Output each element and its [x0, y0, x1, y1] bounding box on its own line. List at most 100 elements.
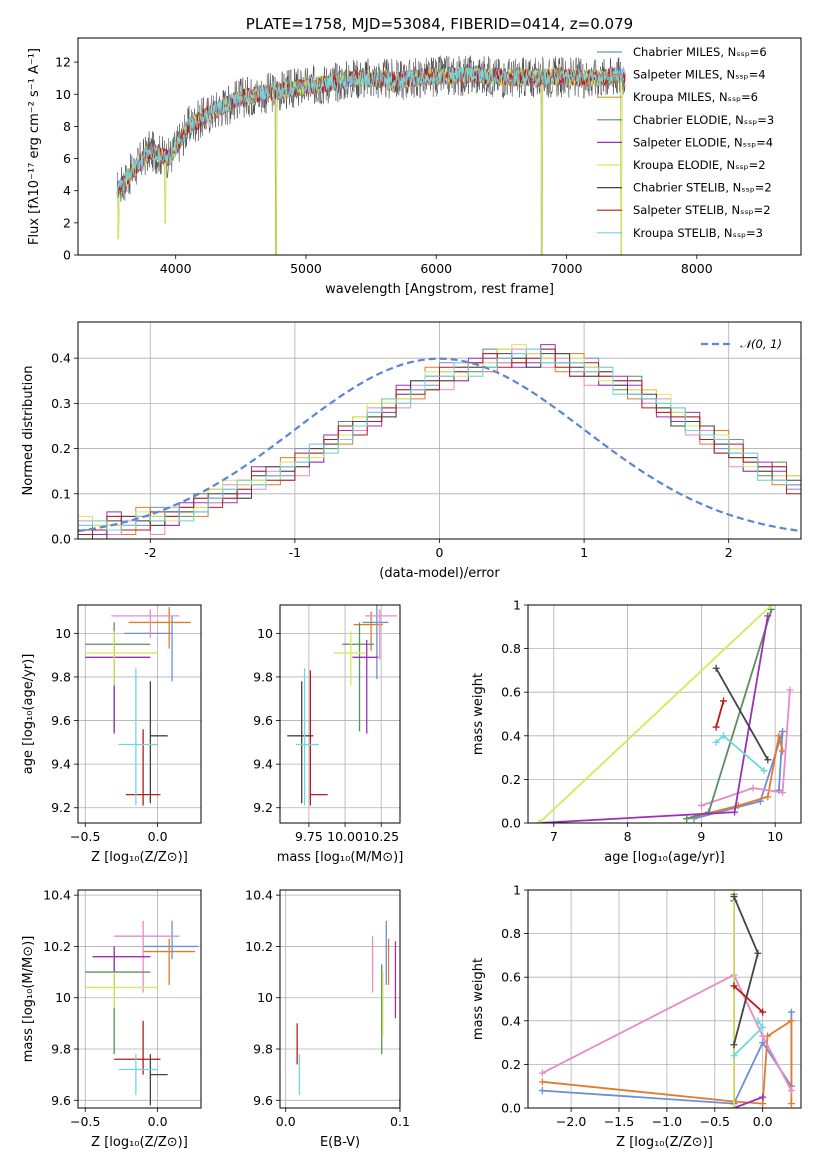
y-tick-label: 0.2 — [501, 1057, 521, 1072]
y-tick-label: 0.0 — [501, 816, 521, 831]
weight-series-line — [538, 605, 773, 823]
y-tick-label: 9.4 — [51, 757, 71, 772]
histogram-step — [78, 348, 801, 535]
x-tick-label: 8000 — [681, 261, 713, 276]
y-tick-label: 0.4 — [501, 728, 521, 743]
weight-point-marker — [759, 1100, 767, 1108]
histogram-step — [78, 348, 801, 531]
legend-entry: 𝒩(0, 1) — [740, 337, 782, 351]
legend-entry: Chabrier STELIB, Nₛₛₚ=2 — [633, 181, 772, 195]
weight-point-marker — [779, 788, 787, 796]
y-tick-label: 10 — [257, 626, 273, 641]
legend-entry: Salpeter MILES, Nₛₛₚ=4 — [633, 68, 766, 82]
legend-entry: Kroupa STELIB, Nₛₛₚ=3 — [633, 226, 763, 240]
errorbar-point — [111, 609, 180, 638]
weight-series-line — [686, 609, 773, 820]
y-tick-label: 9.6 — [253, 1093, 273, 1108]
x-axis-label: wavelength [Angstrom, rest frame] — [325, 282, 554, 297]
weight-point-marker — [730, 890, 738, 894]
y-tick-label: 4 — [63, 183, 71, 198]
x-axis-label: Z [log₁₀(Z/Z⊙)] — [91, 1135, 188, 1150]
y-tick-label: 6 — [63, 151, 71, 166]
x-tick-label: 0.0 — [753, 1114, 773, 1129]
x-tick-label: −2.0 — [556, 1114, 586, 1129]
spectrum-axes: 4000 5000 6000 7000 8000 0 2 4 6 8 10 12 wavelength … — [27, 15, 713, 297]
weight-point-marker — [759, 1032, 767, 1040]
y-tick-label: 9.6 — [51, 1093, 71, 1108]
errorbar-point — [118, 1054, 158, 1096]
weight-point-marker — [731, 808, 739, 816]
y-tick-label: 8 — [63, 119, 71, 134]
x-tick-label: 0.1 — [390, 1114, 410, 1129]
weight-point-marker — [764, 612, 772, 620]
weight-series-line — [541, 973, 793, 1092]
axes-frame — [77, 889, 202, 1109]
x-tick-label: 6000 — [420, 261, 452, 276]
normal-curve — [78, 357, 801, 533]
weight-point-marker — [720, 697, 728, 705]
weight-point-marker — [720, 732, 728, 740]
weight-point-marker — [787, 1087, 795, 1095]
axes-frame — [77, 37, 802, 256]
weight-point-marker — [764, 793, 772, 801]
errorbar-point — [365, 609, 398, 660]
y-tick-label: 0 — [63, 248, 71, 263]
y-tick-label: 10.4 — [245, 888, 273, 903]
axes-frame — [527, 889, 802, 1109]
weight-point-marker — [730, 982, 738, 990]
errorbar-point — [352, 639, 379, 734]
x-tick-label: 7 — [550, 829, 558, 844]
weight-point-marker — [730, 1052, 738, 1060]
x-tick-label: 0 — [436, 545, 444, 560]
x-tick-label: 0.0 — [276, 1114, 296, 1129]
errorbar-point — [114, 1020, 161, 1075]
weight-point-marker — [775, 732, 783, 740]
errorbar-point — [92, 946, 151, 988]
x-tick-label: 10.25 — [363, 829, 399, 844]
weight-series-line — [733, 985, 764, 1013]
weight-point-marker — [712, 664, 720, 672]
weight_vs_z-plot — [538, 890, 795, 1108]
errorbar-point — [143, 920, 199, 960]
weight-point-marker — [759, 1023, 767, 1031]
mass_vs_z-plot — [85, 920, 199, 1106]
errorbar-point — [143, 938, 196, 985]
axes-frame — [279, 889, 401, 1109]
errorbar-point — [287, 681, 314, 804]
histogram-plot — [78, 344, 801, 539]
x-tick-label: −1.0 — [652, 1114, 682, 1129]
y-tick-label: 10 — [55, 990, 71, 1005]
axes-frame — [77, 604, 202, 824]
x-tick-label: −0.5 — [70, 1114, 100, 1129]
y-axis-label: age [log₁₀(age/yr)] — [21, 654, 36, 775]
age_vs_mass-axes: 9.75 10.00 10.25 9.2 9.4 9.6 9.8 10 mass [log₁₀(… — [253, 605, 403, 865]
weight-point-marker — [538, 1069, 546, 1077]
weight-point-marker — [754, 949, 762, 957]
weight-point-marker — [754, 1017, 762, 1025]
weight-point-marker — [779, 727, 787, 735]
errorbar-point — [118, 668, 158, 806]
residuals-axes: -2 -1 0 1 2 0.0 0.1 0.2 0.3 0.4 (data-model)/error… — [21, 322, 801, 581]
y-axis-label: mass weight — [471, 958, 486, 1040]
y-tick-label: 10.2 — [43, 939, 71, 954]
x-tick-label: 0.0 — [148, 829, 168, 844]
weight-series-line — [542, 1019, 793, 1105]
axes-frame — [77, 321, 802, 540]
errorbar-point — [362, 605, 389, 680]
y-tick-label: 0.0 — [51, 532, 71, 547]
weight-series-line — [701, 689, 791, 807]
weight-point-marker — [749, 784, 757, 792]
weight-series-line — [715, 700, 725, 728]
spectrum-plot — [116, 55, 626, 255]
weight-point-marker — [764, 756, 772, 764]
weight-point-marker — [535, 819, 543, 823]
y-tick-label: 10 — [55, 87, 71, 102]
axes-frame — [527, 604, 802, 824]
weight-point-marker — [730, 1104, 738, 1108]
errorbar-point — [342, 622, 374, 732]
errorbar-point — [85, 951, 151, 1055]
y-tick-label: 0.1 — [51, 486, 71, 501]
chart-title: PLATE=1758, MJD=53084, FIBERID=0414, z=0… — [246, 15, 633, 33]
y-tick-label: 12 — [55, 55, 71, 70]
